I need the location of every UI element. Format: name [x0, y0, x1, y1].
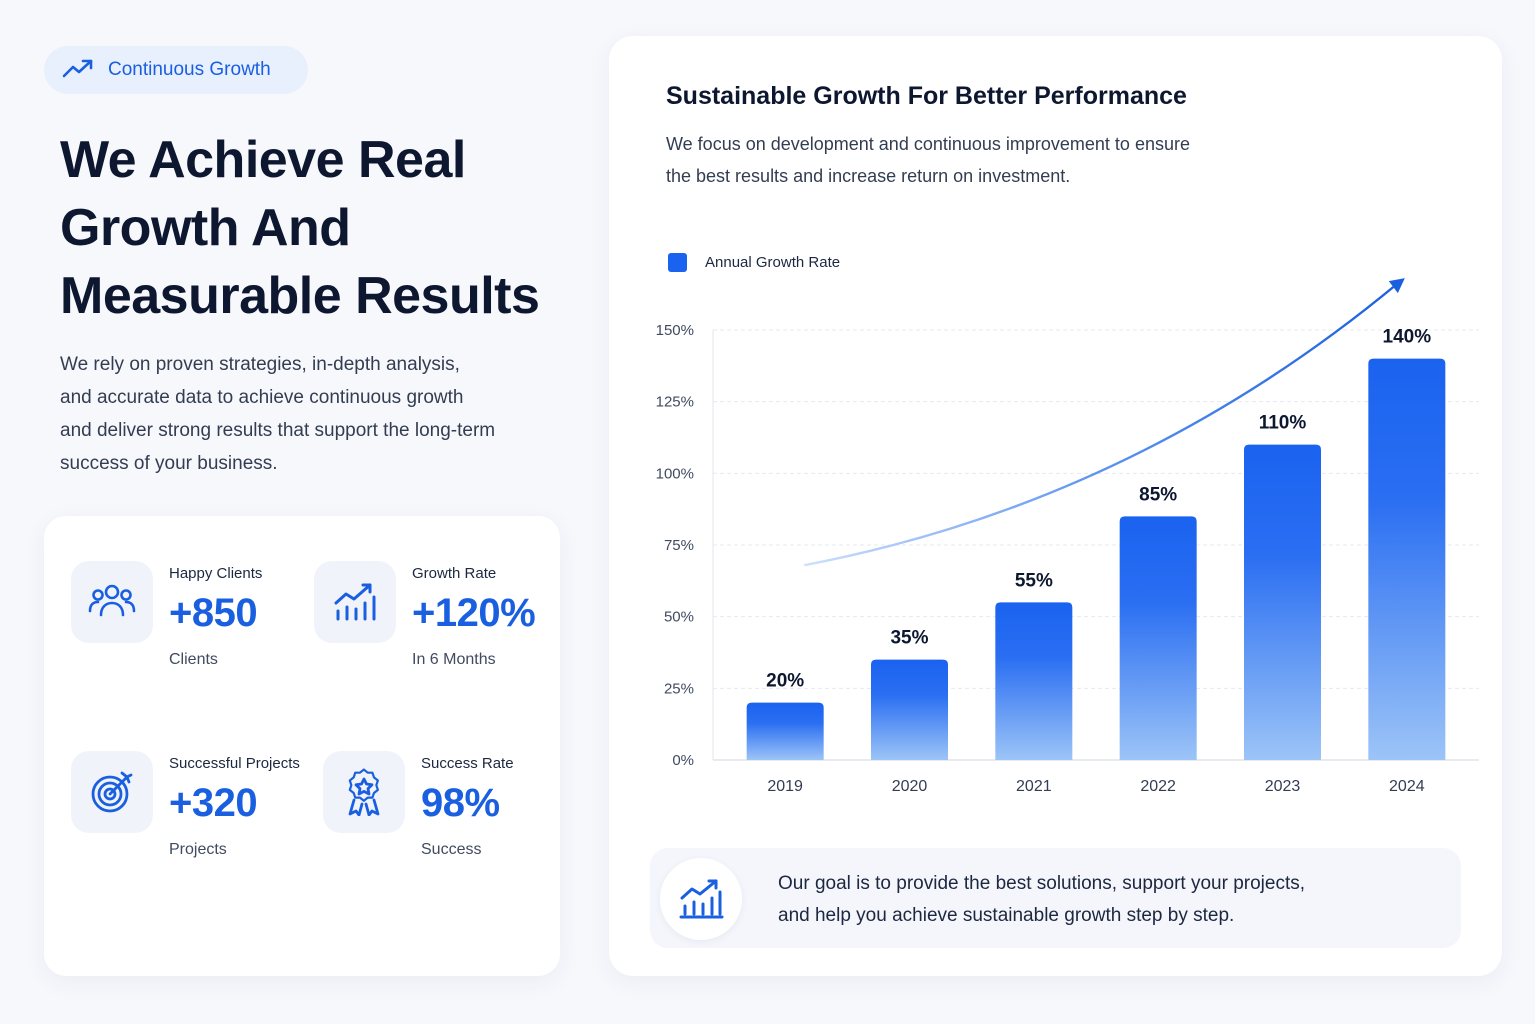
stat-label: Growth Rate — [412, 565, 497, 582]
award-badge-icon — [323, 751, 405, 833]
badge-label: Continuous Growth — [108, 59, 271, 80]
lead-line: We rely on proven strategies, in-depth a… — [60, 354, 460, 375]
bar-2021 — [995, 602, 1073, 760]
x-tick-label: 2019 — [767, 778, 803, 795]
x-tick-label: 2020 — [892, 778, 928, 795]
goal-box: Our goal is to provide the best solution… — [650, 848, 1461, 948]
data-label: 140% — [1383, 327, 1432, 348]
page-headline: We Achieve Real Growth And Measurable Re… — [60, 126, 580, 330]
bar-2020 — [871, 659, 948, 760]
bar-2019 — [746, 702, 824, 760]
goal-text: Our goal is to provide the best solution… — [778, 868, 1305, 932]
y-tick-label: 150% — [656, 322, 694, 339]
stats-card: Happy Clients +850 Clients Growth Rate +… — [44, 516, 560, 976]
lead-paragraph: We rely on proven strategies, in-depth a… — [60, 348, 560, 480]
legend-swatch — [668, 253, 687, 272]
chart-desc-line: the best results and increase return on … — [666, 166, 1071, 186]
chart-card: Sustainable Growth For Better Performanc… — [609, 36, 1502, 976]
growth-chart-icon — [660, 858, 742, 940]
users-icon — [71, 561, 153, 643]
bar-2023 — [1244, 444, 1321, 760]
headline-line: Growth And — [60, 199, 351, 257]
stat-sub: Clients — [169, 651, 218, 668]
data-label: 85% — [1139, 484, 1177, 505]
continuous-growth-badge: Continuous Growth — [44, 46, 308, 94]
goal-line: Our goal is to provide the best solution… — [778, 873, 1305, 894]
y-tick-label: 125% — [656, 394, 694, 411]
trending-up-icon — [62, 57, 94, 84]
stat-value: 98% — [421, 781, 500, 825]
x-tick-label: 2023 — [1265, 778, 1301, 795]
stat-label: Successful Projects — [169, 755, 300, 772]
stat-sub: Projects — [169, 841, 227, 858]
data-label: 55% — [1015, 570, 1053, 591]
x-tick-label: 2024 — [1389, 778, 1425, 795]
headline-line: We Achieve Real — [60, 131, 466, 189]
headline-line: Measurable Results — [60, 267, 540, 325]
stat-label: Success Rate — [421, 755, 514, 772]
x-tick-label: 2021 — [1016, 778, 1052, 795]
stat-sub: Success — [421, 841, 482, 858]
stat-sub: In 6 Months — [412, 651, 496, 668]
target-icon — [71, 751, 153, 833]
data-label: 35% — [890, 628, 928, 649]
chart-desc-line: We focus on development and continuous i… — [666, 134, 1190, 154]
y-tick-label: 25% — [664, 680, 694, 697]
trend-arrow-line — [803, 282, 1399, 567]
lead-line: and accurate data to achieve continuous … — [60, 387, 464, 408]
growth-bar-chart: Annual Growth Rate 0% 25% 50% 75% 100% 125% 150… — [656, 253, 1479, 795]
goal-line: and help you achieve sustainable growth … — [778, 905, 1235, 926]
stat-label: Happy Clients — [169, 565, 263, 582]
lead-line: and deliver strong results that support … — [60, 420, 496, 441]
chart-card-description: We focus on development and continuous i… — [666, 128, 1190, 192]
lead-line: success of your business. — [60, 453, 278, 474]
chart-card-title: Sustainable Growth For Better Performanc… — [666, 82, 1187, 110]
y-tick-label: 0% — [672, 752, 694, 769]
stat-value: +120% — [412, 591, 536, 635]
growth-chart-icon — [314, 561, 396, 643]
y-tick-label: 100% — [656, 465, 694, 482]
bar-2024 — [1368, 358, 1446, 760]
bar-2022 — [1119, 516, 1197, 760]
legend-label: Annual Growth Rate — [705, 254, 840, 271]
data-label: 20% — [766, 671, 804, 692]
trend-arrow-head — [1388, 278, 1405, 294]
data-label: 110% — [1259, 413, 1307, 434]
stat-value: +850 — [169, 591, 258, 635]
x-tick-label: 2022 — [1140, 778, 1176, 795]
y-tick-label: 75% — [664, 537, 694, 554]
y-tick-label: 50% — [664, 609, 694, 626]
stat-value: +320 — [169, 781, 258, 825]
